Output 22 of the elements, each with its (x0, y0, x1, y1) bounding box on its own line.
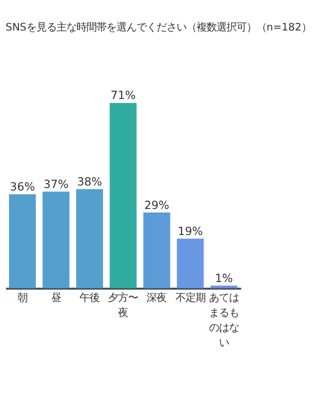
bar (176, 238, 204, 288)
data-label: 29% (144, 198, 170, 212)
x-tick-label: 夕方〜夜 (108, 292, 138, 319)
bar (9, 194, 36, 288)
data-label: 19% (178, 224, 204, 238)
data-label: 37% (43, 178, 69, 191)
bar (76, 189, 104, 288)
bar (110, 102, 137, 288)
x-tick-label: 朝 (17, 292, 28, 304)
data-label: 36% (10, 180, 36, 194)
data-label: 1% (214, 272, 234, 285)
data-label: 71% (110, 89, 136, 102)
x-tick-label: あてはまるものはない (208, 292, 239, 350)
data-label: 38% (77, 175, 102, 188)
bar (143, 212, 170, 288)
x-tick-label: 午後 (80, 292, 100, 304)
chart-title: SNSを見る主な時間帯を選んでください（複数選択可）（n=182） (6, 22, 312, 34)
x-tick-label: 昼 (51, 292, 62, 304)
bar (42, 192, 70, 288)
x-tick-label: 不定期 (175, 292, 206, 304)
bar (210, 286, 238, 288)
x-tick-label: 深夜 (146, 292, 167, 304)
